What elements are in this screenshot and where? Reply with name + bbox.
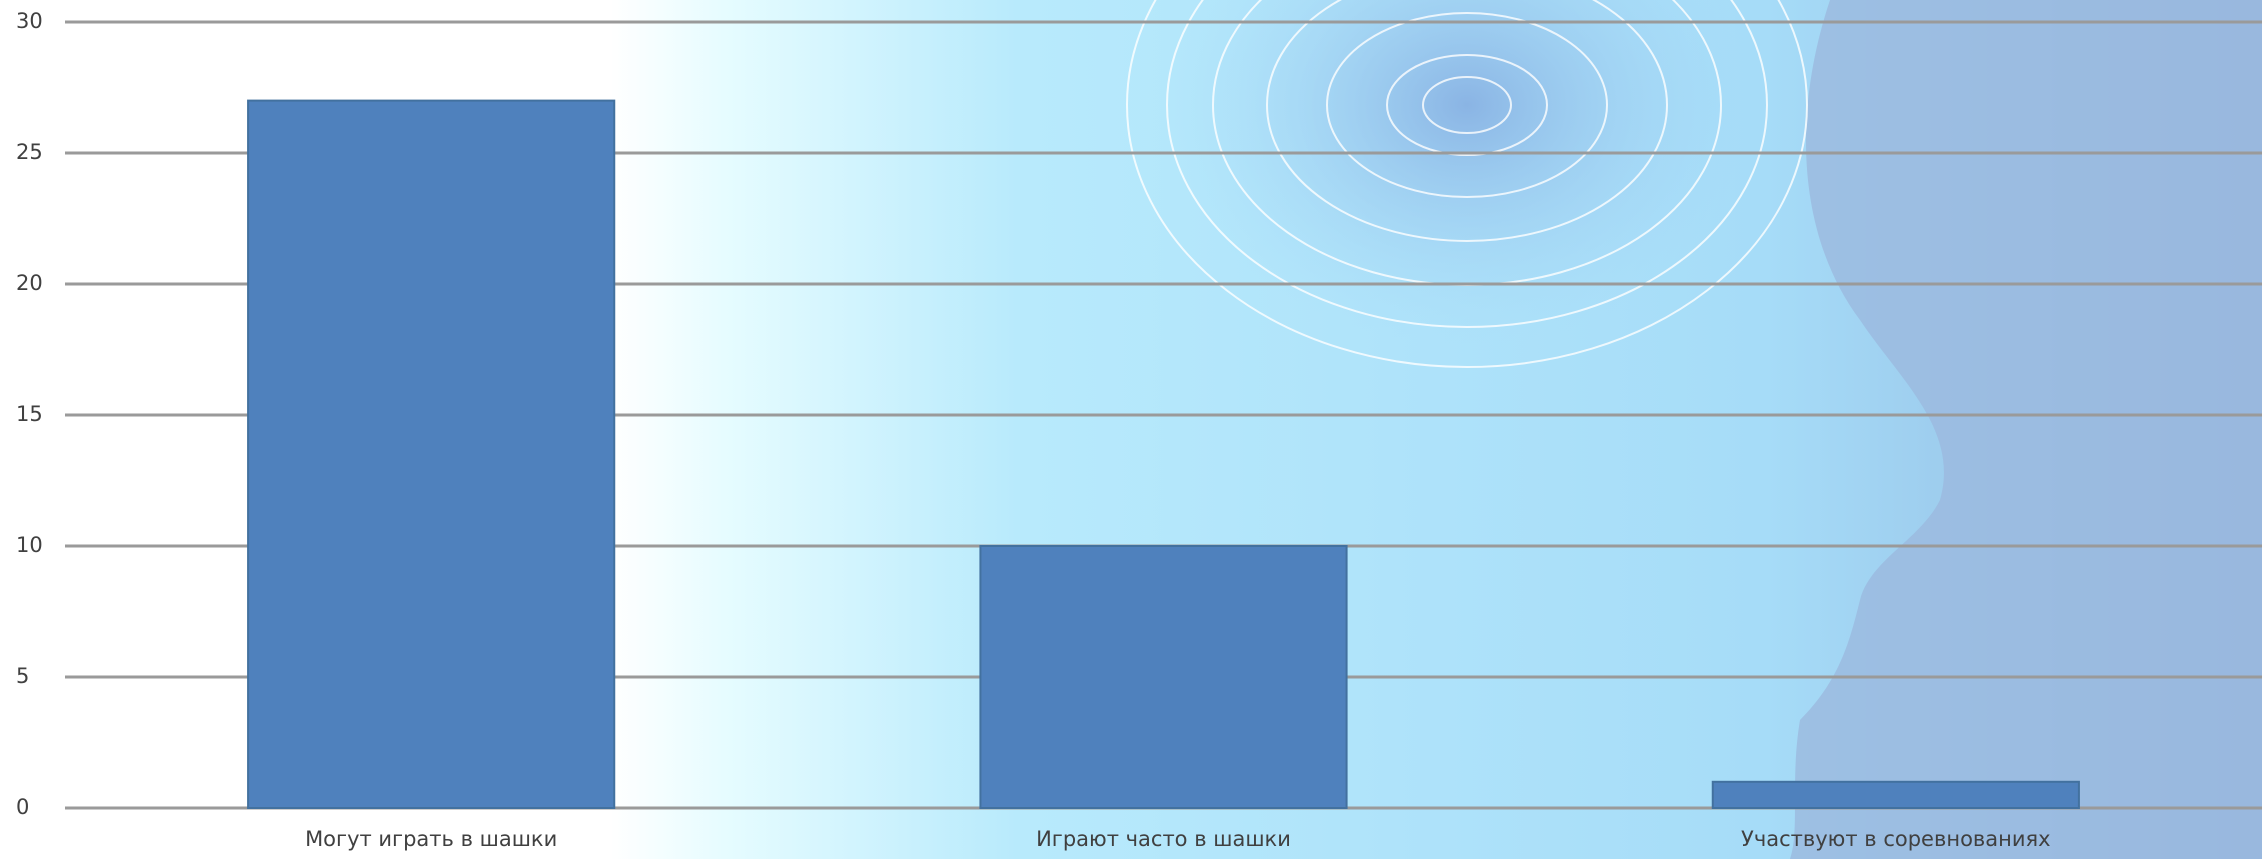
y-tick-label: 0 [16, 795, 29, 819]
bar [1711, 780, 2080, 809]
x-tick-label: Могут играть в шашки [305, 827, 557, 851]
y-tick-label: 15 [16, 402, 43, 426]
x-tick-label: Играют часто в шашки [1036, 827, 1291, 851]
y-tick-label: 25 [16, 140, 43, 164]
y-tick-label: 20 [16, 271, 43, 295]
y-tick-label: 5 [16, 664, 29, 688]
bar [247, 99, 616, 810]
head-silhouette [1790, 0, 2262, 859]
glow [1167, 0, 1767, 345]
y-tick-label: 30 [16, 9, 43, 33]
bar [979, 545, 1348, 809]
x-tick-label: Участвуют в соревнованиях [1741, 827, 2051, 851]
y-tick-label: 10 [16, 533, 43, 557]
rings [1126, 0, 1808, 368]
